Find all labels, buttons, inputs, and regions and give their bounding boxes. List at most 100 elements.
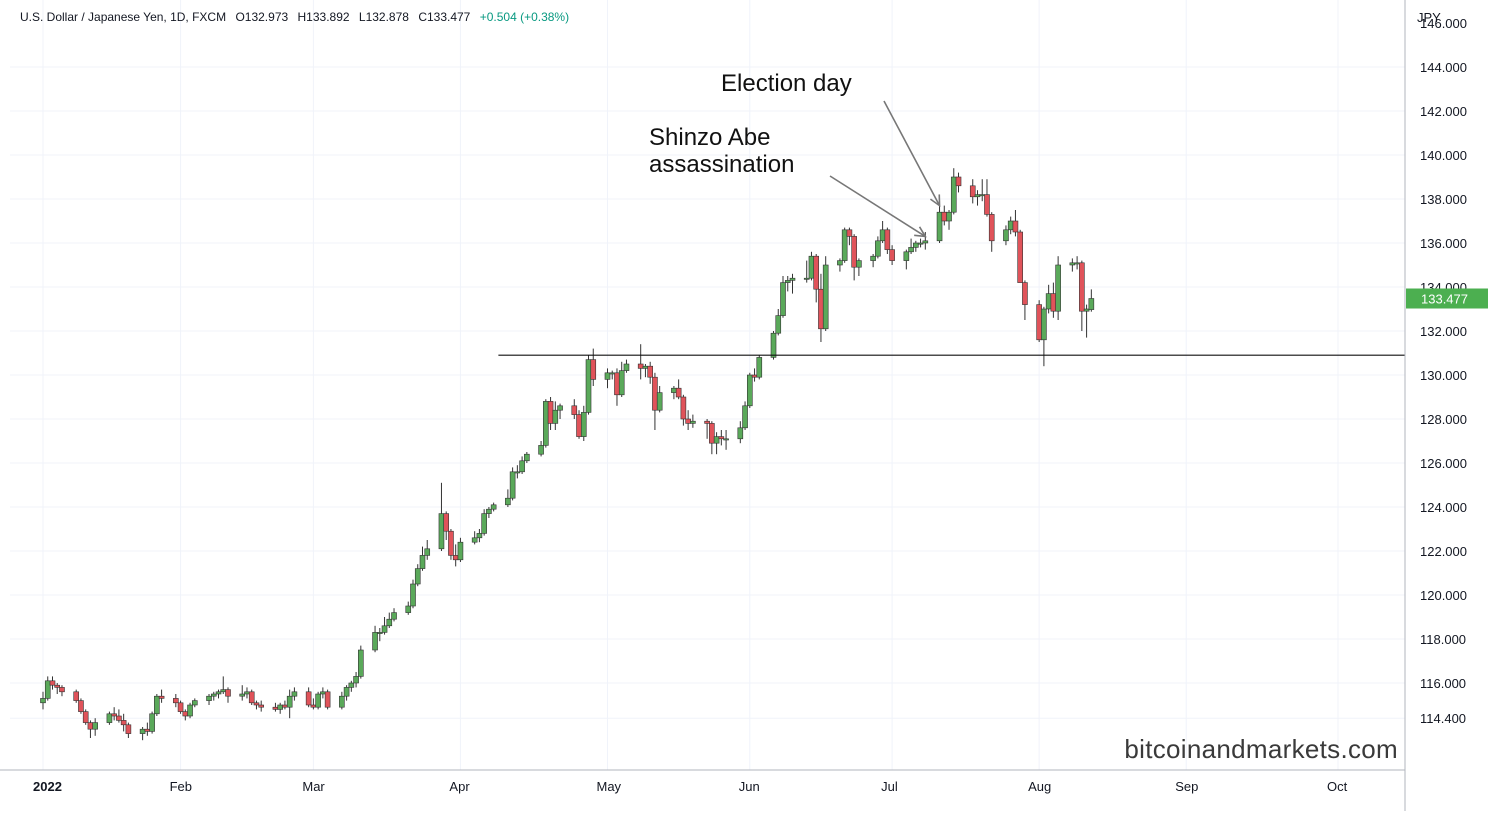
candle-body-up: [946, 211, 952, 222]
candle-body-up: [1074, 262, 1080, 265]
x-tick-label: Sep: [1175, 779, 1198, 794]
candle-body-up: [187, 704, 193, 717]
candle: [979, 179, 986, 202]
time-axis[interactable]: 2022 Feb Mar Apr May Jun Jul Aug Sep Oct: [0, 769, 1405, 794]
candle: [173, 694, 179, 708]
candle-body-up: [1041, 308, 1047, 341]
candle-body-up: [405, 605, 412, 613]
candle-body-up: [386, 618, 393, 627]
annotation-shinzo-abe: Shinzo Abe assassination: [649, 124, 794, 178]
candle-body-down: [78, 700, 84, 712]
candle: [92, 718, 98, 736]
candle-body-up: [481, 513, 487, 534]
candle: [543, 399, 549, 448]
candle-body-up: [524, 453, 530, 462]
candle: [647, 361, 653, 384]
candle: [486, 507, 492, 518]
candle: [875, 236, 881, 259]
candle-body-up: [457, 541, 464, 561]
candle: [604, 368, 611, 389]
price-axis[interactable]: 146.000 144.000 142.000 140.000 138.000 136.0…: [1404, 0, 1488, 811]
candle: [908, 238, 914, 254]
candle-body-up: [149, 713, 155, 732]
candle: [524, 452, 530, 463]
candle: [803, 260, 810, 283]
candle-body-up: [40, 698, 46, 704]
candle: [1012, 210, 1019, 237]
candle: [746, 372, 753, 408]
candle: [187, 702, 193, 719]
candle-body-down: [637, 363, 644, 369]
candle-body-up: [870, 255, 876, 261]
candle: [144, 722, 151, 736]
candle-body-down: [59, 687, 65, 693]
candles: [40, 168, 1095, 741]
candle: [889, 245, 895, 265]
candle-body-up: [690, 420, 696, 424]
candle-body-up: [1007, 220, 1014, 231]
candle: [685, 410, 691, 430]
y-tick-label: 130.000: [1420, 368, 1467, 383]
candle-body-down: [718, 436, 725, 440]
candle: [704, 419, 710, 439]
candle-body-down: [889, 249, 895, 261]
candle: [723, 430, 729, 450]
candle-body-up: [642, 365, 649, 369]
candle: [59, 685, 65, 697]
candle-body-up: [713, 436, 720, 444]
candle-body-up: [414, 568, 421, 585]
candle: [324, 689, 331, 710]
candle: [414, 564, 421, 587]
candle-body-up: [746, 374, 753, 407]
candle-body-down: [173, 698, 179, 704]
candle: [343, 685, 350, 701]
candle: [40, 691, 46, 710]
candle-body-up: [486, 508, 492, 514]
candle: [73, 689, 80, 703]
candle: [505, 489, 511, 507]
candle-body-down: [680, 396, 687, 420]
candle: [177, 700, 184, 714]
candle-body-up: [585, 359, 592, 413]
candle-body-up: [343, 687, 350, 697]
candle-body-down: [258, 704, 265, 708]
candle: [713, 432, 720, 455]
candle-body-down: [884, 229, 891, 250]
candle-body-up: [358, 649, 364, 677]
candle: [1083, 304, 1090, 338]
candle: [139, 727, 146, 741]
candle: [557, 403, 563, 419]
y-tick-label: 136.000: [1420, 236, 1467, 251]
candle-body-up: [1083, 308, 1090, 312]
candle: [305, 687, 312, 708]
candle-body-up: [623, 363, 630, 371]
candle-body-up: [505, 497, 511, 506]
candle: [452, 544, 459, 567]
candle-body-up: [922, 240, 929, 244]
candle-body-down: [116, 715, 122, 721]
candle-body-down: [955, 176, 962, 187]
candle: [751, 368, 758, 382]
candle-body-down: [576, 414, 582, 437]
candle: [884, 227, 891, 254]
last-price-label: 133.477: [1421, 292, 1468, 307]
candle: [652, 372, 658, 430]
candle-body-down: [253, 702, 260, 706]
candle-body-down: [590, 359, 597, 380]
candle-body-down: [1079, 262, 1085, 312]
candle-body-up: [789, 277, 796, 281]
candle: [837, 258, 843, 272]
candle: [552, 401, 559, 430]
candle-body-down: [547, 401, 554, 424]
y-tick-label: 146.000: [1420, 16, 1467, 31]
candle-body-up: [538, 445, 544, 455]
annotation-arrow: [829, 175, 926, 238]
candle: [718, 430, 725, 446]
candle-body-down: [675, 387, 682, 398]
candle-body-down: [846, 229, 853, 237]
candle: [1036, 300, 1042, 342]
x-tick-label: Apr: [449, 779, 470, 794]
candle-body-up: [348, 682, 355, 688]
